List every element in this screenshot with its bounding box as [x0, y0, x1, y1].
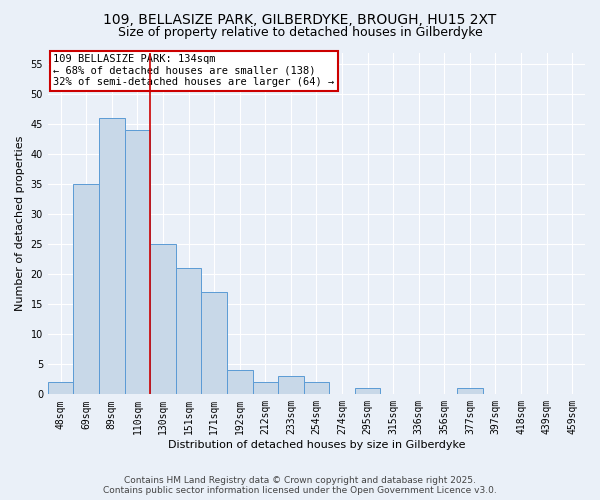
Bar	[48, 382, 73, 394]
Bar	[150, 244, 176, 394]
Bar	[355, 388, 380, 394]
Bar	[457, 388, 482, 394]
Bar	[73, 184, 99, 394]
Bar	[253, 382, 278, 394]
Bar	[125, 130, 150, 394]
Bar	[99, 118, 125, 394]
Bar	[278, 376, 304, 394]
Text: Contains HM Land Registry data © Crown copyright and database right 2025.
Contai: Contains HM Land Registry data © Crown c…	[103, 476, 497, 495]
Bar	[227, 370, 253, 394]
Text: 109 BELLASIZE PARK: 134sqm
← 68% of detached houses are smaller (138)
32% of sem: 109 BELLASIZE PARK: 134sqm ← 68% of deta…	[53, 54, 335, 88]
Bar	[176, 268, 202, 394]
Bar	[304, 382, 329, 394]
Text: Size of property relative to detached houses in Gilberdyke: Size of property relative to detached ho…	[118, 26, 482, 39]
Bar	[202, 292, 227, 394]
Text: 109, BELLASIZE PARK, GILBERDYKE, BROUGH, HU15 2XT: 109, BELLASIZE PARK, GILBERDYKE, BROUGH,…	[103, 12, 497, 26]
Y-axis label: Number of detached properties: Number of detached properties	[15, 136, 25, 311]
X-axis label: Distribution of detached houses by size in Gilberdyke: Distribution of detached houses by size …	[168, 440, 465, 450]
